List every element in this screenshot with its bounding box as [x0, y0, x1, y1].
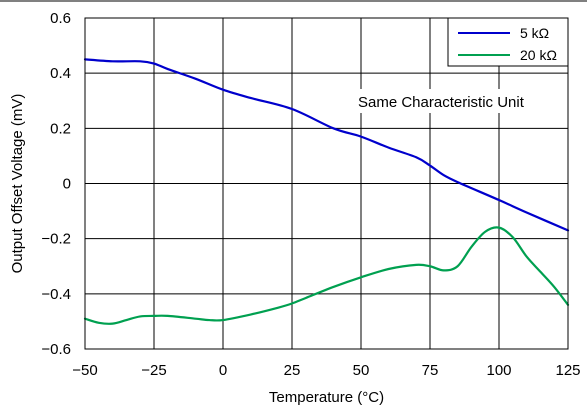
y-tick-label: −0.2	[41, 231, 71, 248]
x-tick-label: 50	[353, 362, 370, 379]
x-tick-labels: −50 −25 0 25 50 75 100 125	[72, 362, 580, 379]
y-tick-labels: 0.6 0.4 0.2 0 −0.2 −0.4 −0.6	[41, 10, 71, 358]
y-axis-title: Output Offset Voltage (mV)	[9, 94, 26, 274]
y-tick-label: 0	[63, 176, 71, 193]
series-layer	[83, 58, 570, 325]
legend: 5 kΩ 20 kΩ	[447, 17, 569, 67]
x-tick-label: 0	[219, 362, 227, 379]
plot-frame	[84, 17, 569, 350]
annotation: Same Characteristic Unit	[355, 89, 562, 113]
annotation-text: Same Characteristic Unit	[358, 94, 525, 111]
x-tick-label: −50	[72, 362, 97, 379]
series-line-0	[83, 58, 570, 232]
y-tick-label: −0.4	[41, 286, 71, 303]
legend-label-5k: 5 kΩ	[520, 25, 549, 41]
y-tick-label: 0.6	[50, 10, 71, 27]
legend-box	[447, 17, 569, 67]
x-tick-label: 100	[486, 362, 511, 379]
y-tick-label: 0.2	[50, 120, 71, 137]
series-line-1	[83, 226, 570, 325]
x-tick-label: 75	[422, 362, 439, 379]
y-tick-label: −0.6	[41, 341, 71, 358]
x-tick-label: −25	[141, 362, 166, 379]
legend-label-20k: 20 kΩ	[520, 47, 557, 63]
x-tick-label: 125	[555, 362, 580, 379]
annotation-box	[355, 89, 562, 113]
x-tick-label: 25	[284, 362, 301, 379]
y-tick-label: 0.4	[50, 65, 71, 82]
x-axis-title: Temperature (°C)	[269, 389, 384, 406]
